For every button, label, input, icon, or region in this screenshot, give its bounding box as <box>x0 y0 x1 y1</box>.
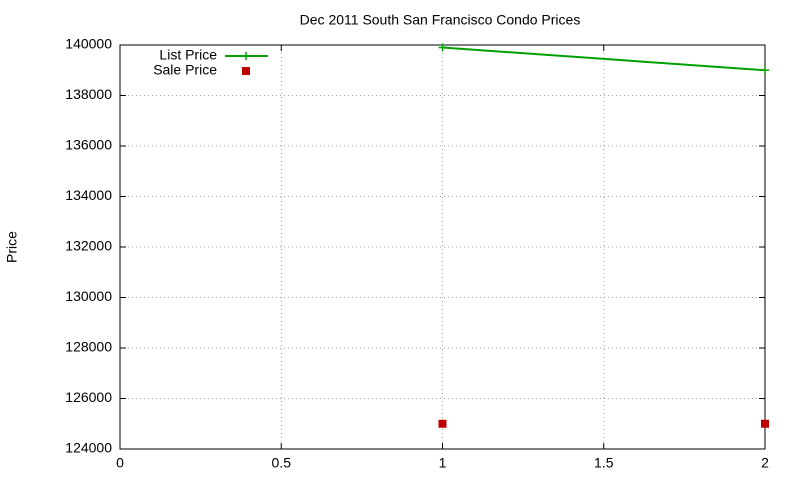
y-tick-label: 132000 <box>65 238 112 254</box>
data-point <box>438 43 447 52</box>
legend-label: List Price <box>159 47 217 63</box>
x-tick-label: 1 <box>439 455 447 471</box>
data-point <box>761 419 769 428</box>
y-tick-label: 128000 <box>65 339 112 355</box>
x-tick-label: 1.5 <box>594 455 614 471</box>
x-tick-label: 2 <box>761 455 769 471</box>
legend-marker <box>242 52 250 60</box>
y-tick-label: 126000 <box>65 389 112 405</box>
y-tick-label: 134000 <box>65 187 112 203</box>
y-tick-label: 136000 <box>65 137 112 153</box>
data-point <box>761 66 769 75</box>
legend-label: Sale Price <box>153 62 217 78</box>
x-tick-label: 0.5 <box>272 455 292 471</box>
y-axis-label: Price <box>4 231 20 263</box>
series-line <box>442 46 766 72</box>
legend-marker <box>242 67 250 75</box>
y-tick-label: 124000 <box>65 440 112 456</box>
y-tick-label: 130000 <box>65 288 112 304</box>
x-tick-label: 0 <box>116 455 124 471</box>
chart-title: Dec 2011 South San Francisco Condo Price… <box>300 12 581 28</box>
y-tick-label: 140000 <box>65 36 112 52</box>
data-point <box>438 419 447 428</box>
y-tick-label: 138000 <box>65 86 112 102</box>
